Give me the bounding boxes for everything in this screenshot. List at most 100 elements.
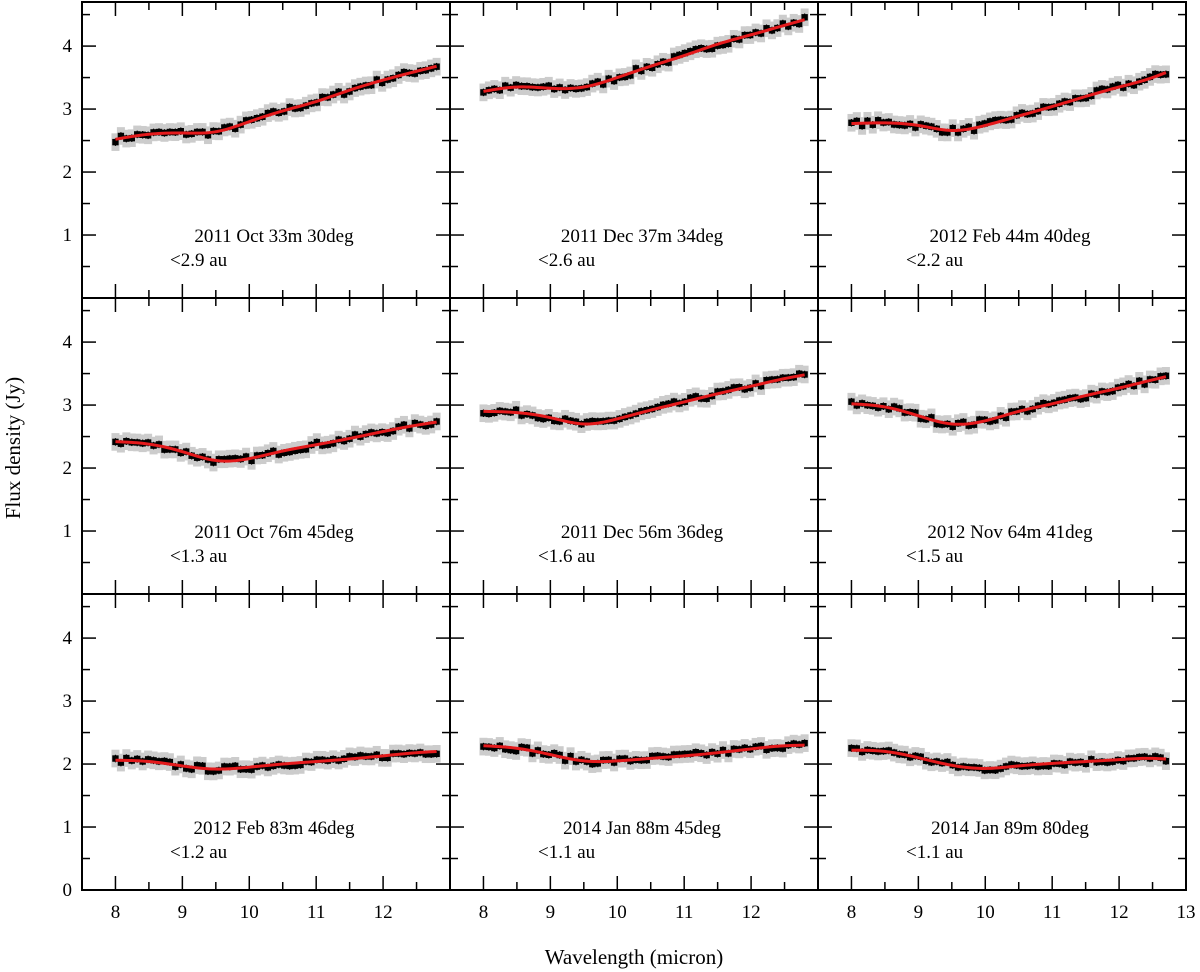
x-tick-label: 13 [1177,902,1196,923]
data-point [281,449,288,456]
panel-distance-limit: <1.2 au [170,842,228,863]
data-point [848,398,855,405]
data-point [687,394,694,402]
data-point [567,417,574,424]
data-point [801,739,808,747]
data-point [215,456,223,463]
x-tick-label: 8 [111,902,121,923]
data-point [221,124,228,131]
data-point [1018,109,1026,117]
spectrum-panel: 8 9 10 11 12 2014 Jan 88m 45deg <1.1 au [449,593,819,923]
data-point [912,124,919,131]
data-point [340,91,348,98]
panel-title: 2012 Feb 83m 46deg [194,818,355,839]
data-point [986,766,994,774]
panel-distance-limit: <2.9 au [170,250,228,271]
data-point [774,744,781,752]
data-point [992,116,999,124]
spectrum-panel: 1 2 3 4 2011 Oct 76m 45deg <1.3 au [63,297,451,595]
data-point [128,134,135,142]
data-point [795,20,803,28]
panel-title: 2012 Feb 44m 40deg [930,226,1091,247]
panel-title: 2012 Nov 64m 41deg [927,522,1093,543]
data-point [848,744,855,752]
panel-title: 2014 Jan 88m 45deg [563,818,721,839]
data-point [335,88,342,95]
data-point [665,59,672,66]
data-point [714,388,721,395]
data-point [112,138,119,146]
x-tick-label: 11 [1043,902,1061,923]
panel-frame [817,297,1187,595]
data-point [976,416,983,423]
data-point [166,758,174,766]
data-point [529,750,536,757]
data-point [400,421,408,428]
data-point [1098,85,1106,93]
data-point [177,127,184,135]
data-point [161,757,168,765]
data-point [204,768,212,775]
panel-distance-limit: <1.6 au [538,546,596,567]
data-point [981,120,988,127]
data-point [917,753,924,760]
data-point [992,417,999,424]
data-point [1008,761,1015,768]
data-point [912,409,919,416]
data-point [1152,753,1159,760]
data-point [757,742,765,750]
data-point [785,23,792,30]
y-tick-label: 2 [63,458,73,479]
y-tick-label: 4 [63,332,73,353]
data-point [1162,757,1170,765]
data-point [703,395,710,402]
data-point [480,89,487,96]
y-tick-label: 4 [63,36,73,57]
data-point [1136,377,1143,385]
data-point [1002,414,1010,421]
data-point [692,46,699,53]
data-point [117,132,125,140]
data-point [193,762,201,769]
data-point [1141,381,1148,388]
data-point [736,384,743,391]
data-point [605,75,612,82]
data-point [319,442,326,449]
data-point [864,117,871,124]
data-point [594,78,601,85]
data-point [665,400,672,407]
x-tick-label: 8 [847,902,857,923]
data-point [286,762,293,770]
panel-title: 2011 Oct 33m 30deg [194,226,354,247]
data-point [161,446,168,453]
model-curve [851,71,1167,133]
data-point [373,751,380,758]
data-point [242,117,250,124]
data-point [395,423,402,430]
data-point [411,70,419,77]
data-point [210,459,217,466]
data-point [422,751,429,758]
data-point [1152,70,1159,78]
data-point [112,755,119,762]
y-tick-label: 3 [63,395,73,416]
data-point [896,405,903,412]
data-point [172,763,179,770]
data-point [221,456,228,463]
data-point [491,744,498,752]
data-point [890,403,898,410]
spectrum-panel: 8 9 10 11 12 13 2014 Jan 89m 80deg <1.1 au [817,593,1196,923]
data-point [248,766,255,773]
data-point [965,422,972,429]
data-point [976,121,983,128]
data-point [670,398,678,405]
data-point [583,418,591,426]
data-point [183,765,190,772]
data-point [869,121,876,128]
data-point [1056,397,1063,404]
data-point [681,750,689,758]
data-point [1093,391,1100,398]
spectrum-panel: 2012 Feb 44m 40deg <2.2 au [817,1,1187,299]
model-curve [851,375,1167,426]
